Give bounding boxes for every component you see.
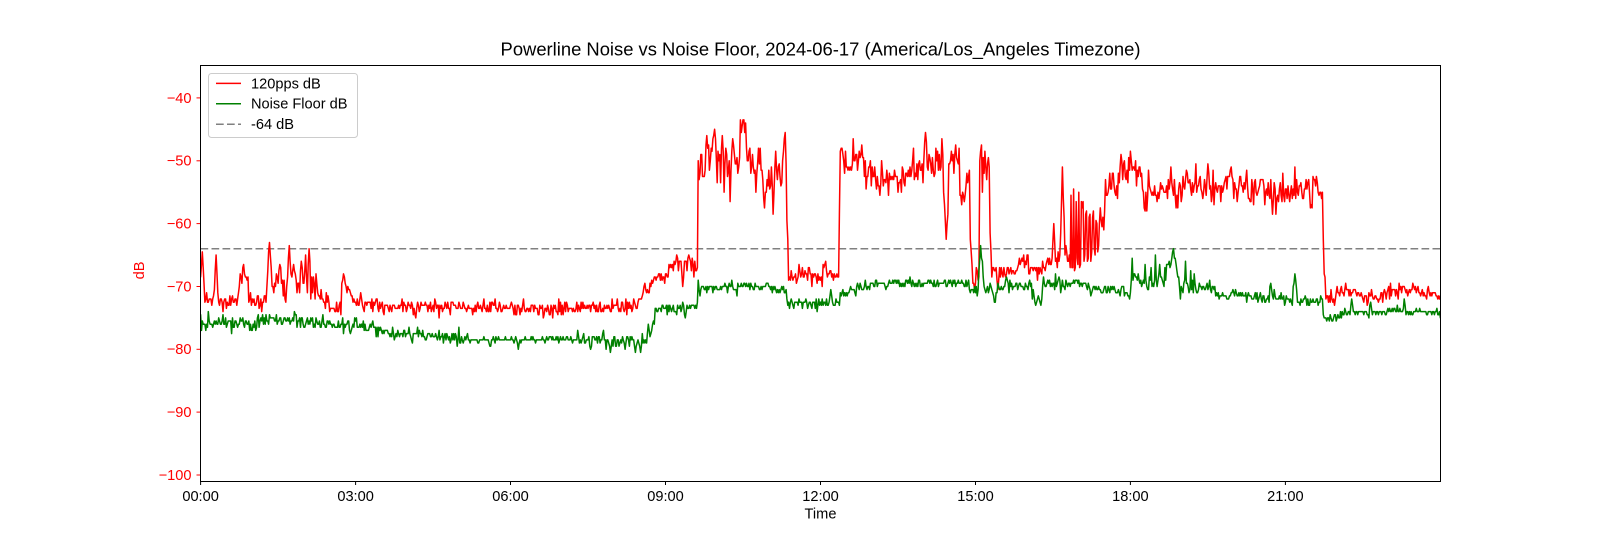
svg-text:−90: −90: [167, 405, 192, 421]
svg-text:Noise Floor dB: Noise Floor dB: [251, 97, 348, 113]
svg-text:18:00: 18:00: [1112, 489, 1149, 505]
svg-text:15:00: 15:00: [957, 489, 994, 505]
svg-text:−40: −40: [167, 91, 192, 107]
svg-text:21:00: 21:00: [1267, 489, 1304, 505]
svg-text:120pps dB: 120pps dB: [251, 76, 321, 92]
svg-text:Time: Time: [805, 507, 837, 523]
svg-text:06:00: 06:00: [492, 489, 529, 505]
svg-text:dB: dB: [132, 262, 148, 280]
svg-text:−100: −100: [159, 468, 192, 484]
svg-text:−80: −80: [167, 342, 192, 358]
svg-text:-64 dB: -64 dB: [251, 117, 294, 133]
svg-text:09:00: 09:00: [647, 489, 684, 505]
svg-text:12:00: 12:00: [802, 489, 839, 505]
svg-text:00:00: 00:00: [182, 489, 219, 505]
svg-text:−70: −70: [167, 279, 192, 295]
svg-text:−60: −60: [167, 217, 192, 233]
svg-text:03:00: 03:00: [337, 489, 374, 505]
svg-text:−50: −50: [167, 154, 192, 170]
svg-text:Powerline Noise vs Noise Floor: Powerline Noise vs Noise Floor, 2024-06-…: [501, 39, 1141, 61]
